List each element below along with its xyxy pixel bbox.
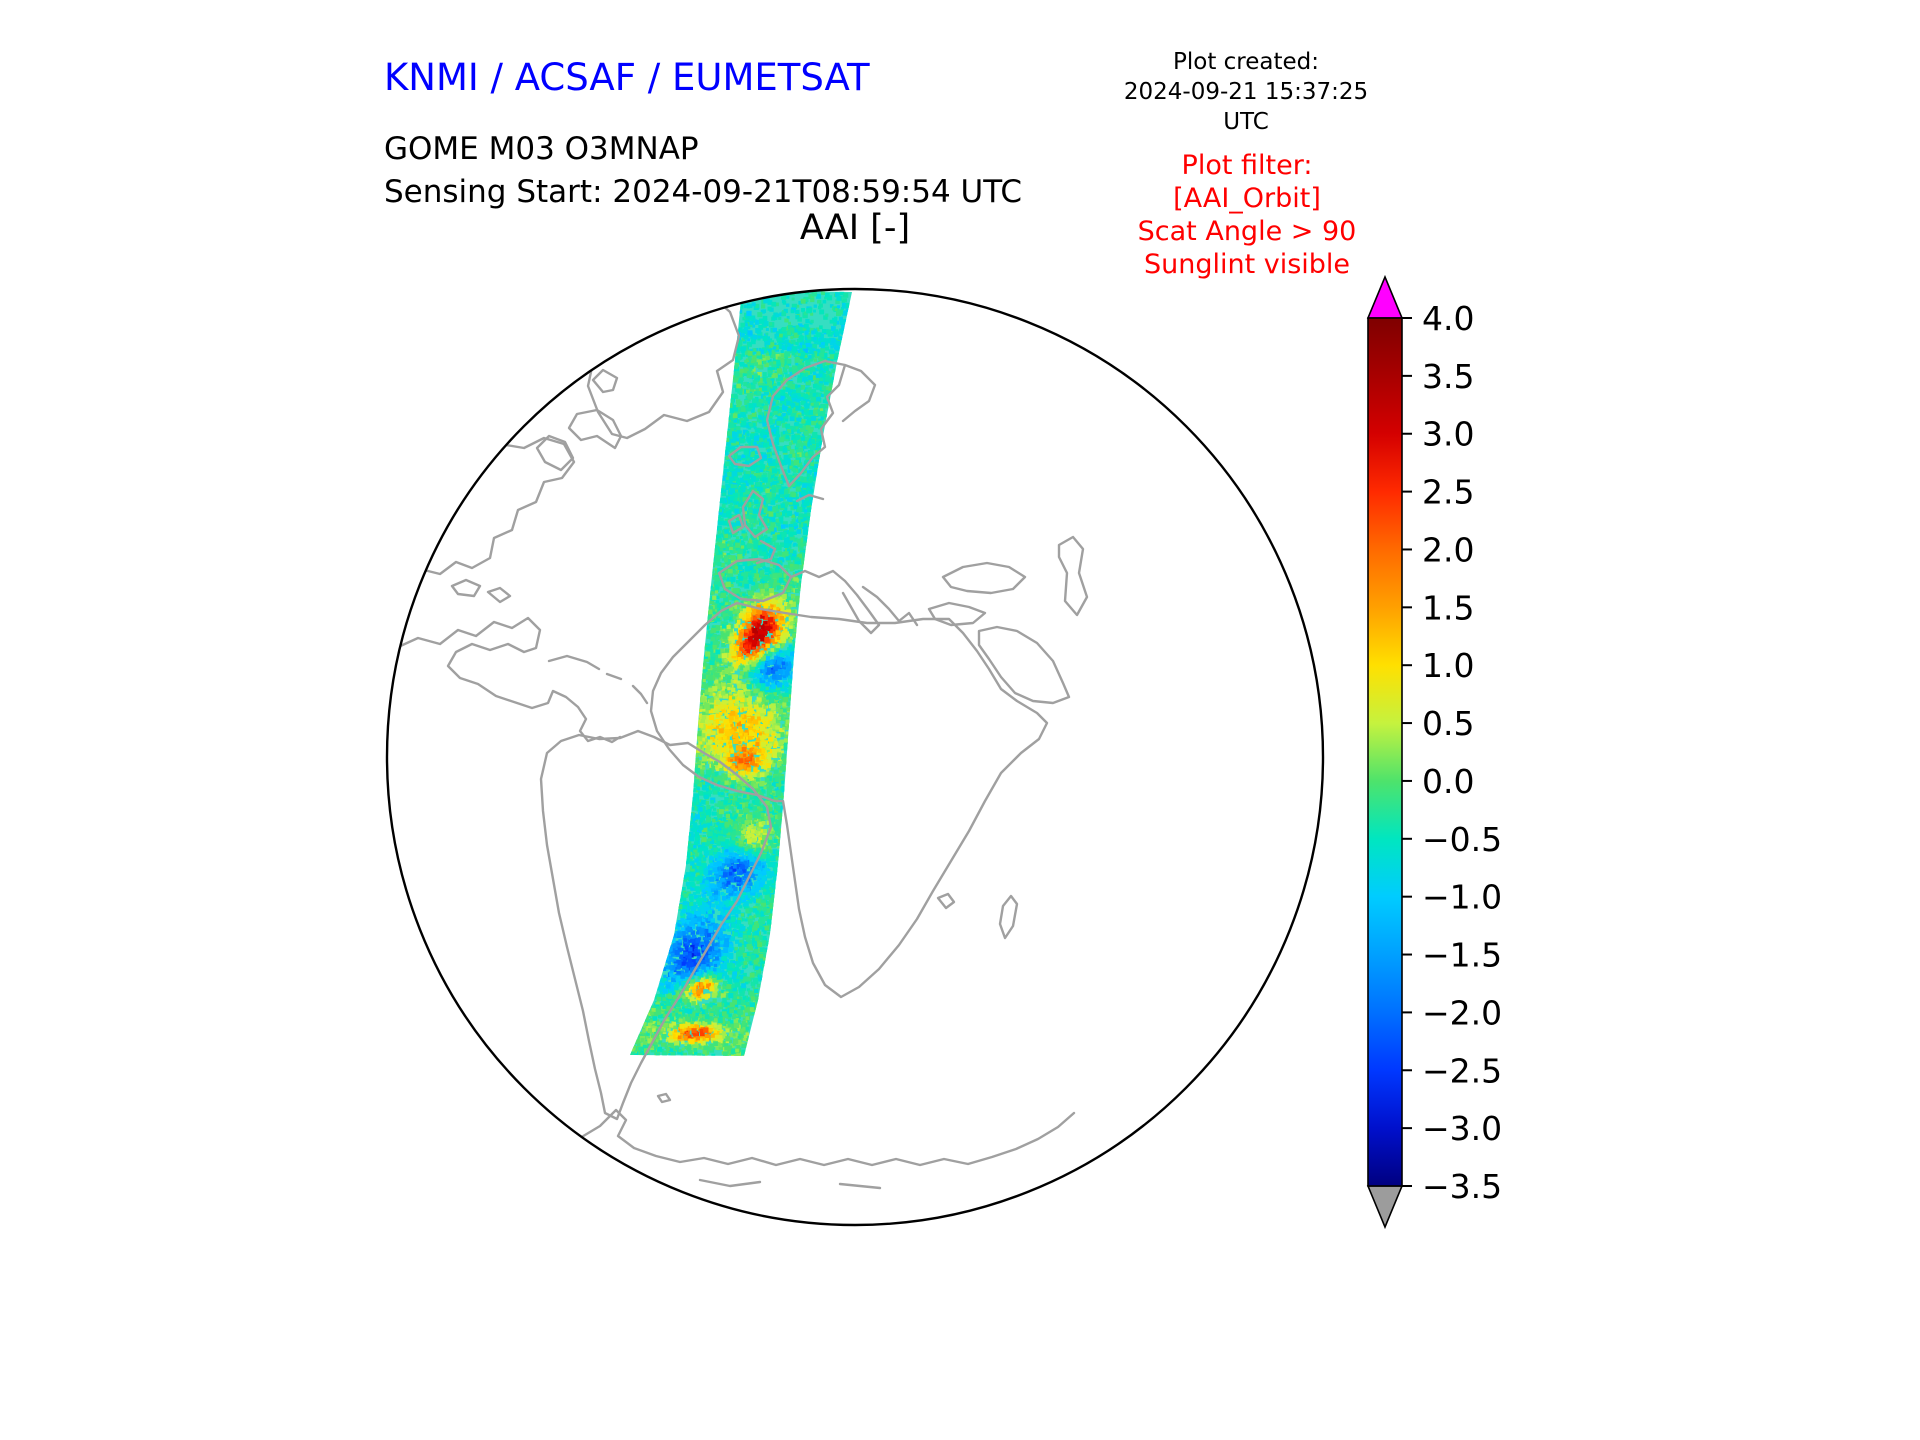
coastline-lake-victoria [936, 892, 956, 910]
plot-filter-line: Scat Angle > 90 [1137, 215, 1357, 247]
plot-filter-line: Sunglint visible [1143, 248, 1351, 280]
colorbar-ticks: 4.0 3.5 3.0 2.5 2.0 1.5 1.0 0.5 0.0 −0.5 −1.0 −1.5 −… [1402, 299, 1502, 1206]
colorbar-tick-label: 2.0 [1422, 530, 1474, 569]
colorbar-tick-label: 3.5 [1422, 357, 1474, 396]
colorbar-tick-label: 4.0 [1422, 299, 1474, 338]
coastline-madagascar [998, 894, 1019, 940]
colorbar-tick-label: 2.5 [1422, 473, 1474, 512]
swath-pixels [630, 290, 851, 1056]
sensing-start: Sensing Start: 2024-09-21T08:59:54 UTC [384, 174, 1022, 210]
colorbar-tick-label: −1.5 [1422, 936, 1502, 975]
axes-title: AAI [-] [799, 208, 911, 248]
plot-filter-block: Plot filter: [AAI_Orbit] Scat Angle > 90… [1122, 150, 1372, 282]
colorbar-tick-label: −3.5 [1422, 1167, 1502, 1206]
globe-disc [387, 289, 1323, 1225]
coastline-antarctica [558, 1108, 1076, 1190]
colorbar-tick-label: −3.0 [1422, 1109, 1502, 1148]
colorbar-bar [1367, 317, 1403, 1187]
coastline-west-europe [717, 493, 825, 603]
plot-created-value: 2024-09-21 15:37:25 UTC [1123, 78, 1369, 135]
colorbar-tick-label: −0.5 [1422, 820, 1502, 859]
coastline-north-america-east [394, 616, 622, 744]
coastline-africa [649, 601, 1049, 999]
colorbar-over-arrow [1366, 274, 1404, 319]
coastline-great-lakes [450, 578, 512, 604]
coastline-arabia [977, 625, 1071, 705]
colorbar-tick-label: −2.0 [1422, 993, 1502, 1032]
plot-created-block: Plot created: 2024-09-21 15:37:25 UTC [1118, 48, 1374, 138]
coastline-arctic-island-3 [591, 368, 619, 394]
colorbar-tick-label: −1.0 [1422, 878, 1502, 917]
coastline-black-sea [941, 561, 1027, 595]
coastline-arctic-island-1 [567, 408, 623, 450]
coastline-iceland [727, 445, 763, 468]
colorbar-tick-label: 0.0 [1422, 762, 1474, 801]
coastline-south-america [539, 729, 773, 1121]
colorbar-tick-label: 1.0 [1422, 646, 1474, 685]
colorbar-tick-label: 0.5 [1422, 704, 1474, 743]
plot-created-label: Plot created: [1172, 49, 1320, 75]
coastline-falklands [656, 1092, 672, 1104]
coastline-british-isles [727, 489, 769, 539]
coastline-caribbean [547, 654, 649, 705]
colorbar: 4.0 3.5 3.0 2.5 2.0 1.5 1.0 0.5 0.0 −0.5 −1.0 −1.5 −… [1366, 274, 1502, 1230]
colorbar-tick-label: −2.5 [1422, 1051, 1502, 1090]
header-brand: KNMI / ACSAF / EUMETSAT [384, 56, 870, 99]
colorbar-tick-label: 1.5 [1422, 588, 1474, 627]
plot-filter-line: [AAI_Orbit] [1173, 182, 1321, 214]
coastline-scandinavia [765, 359, 877, 488]
coastline-caspian-sea [1057, 535, 1089, 617]
colorbar-under-arrow [1366, 1185, 1404, 1230]
colorbar-tick-label: 3.0 [1422, 415, 1474, 454]
globe-outline [385, 287, 1325, 1227]
plot-filter-line: Plot filter: [1181, 150, 1313, 181]
product-name: GOME M03 O3MNAP [384, 131, 699, 167]
satellite-swath [630, 290, 852, 1056]
